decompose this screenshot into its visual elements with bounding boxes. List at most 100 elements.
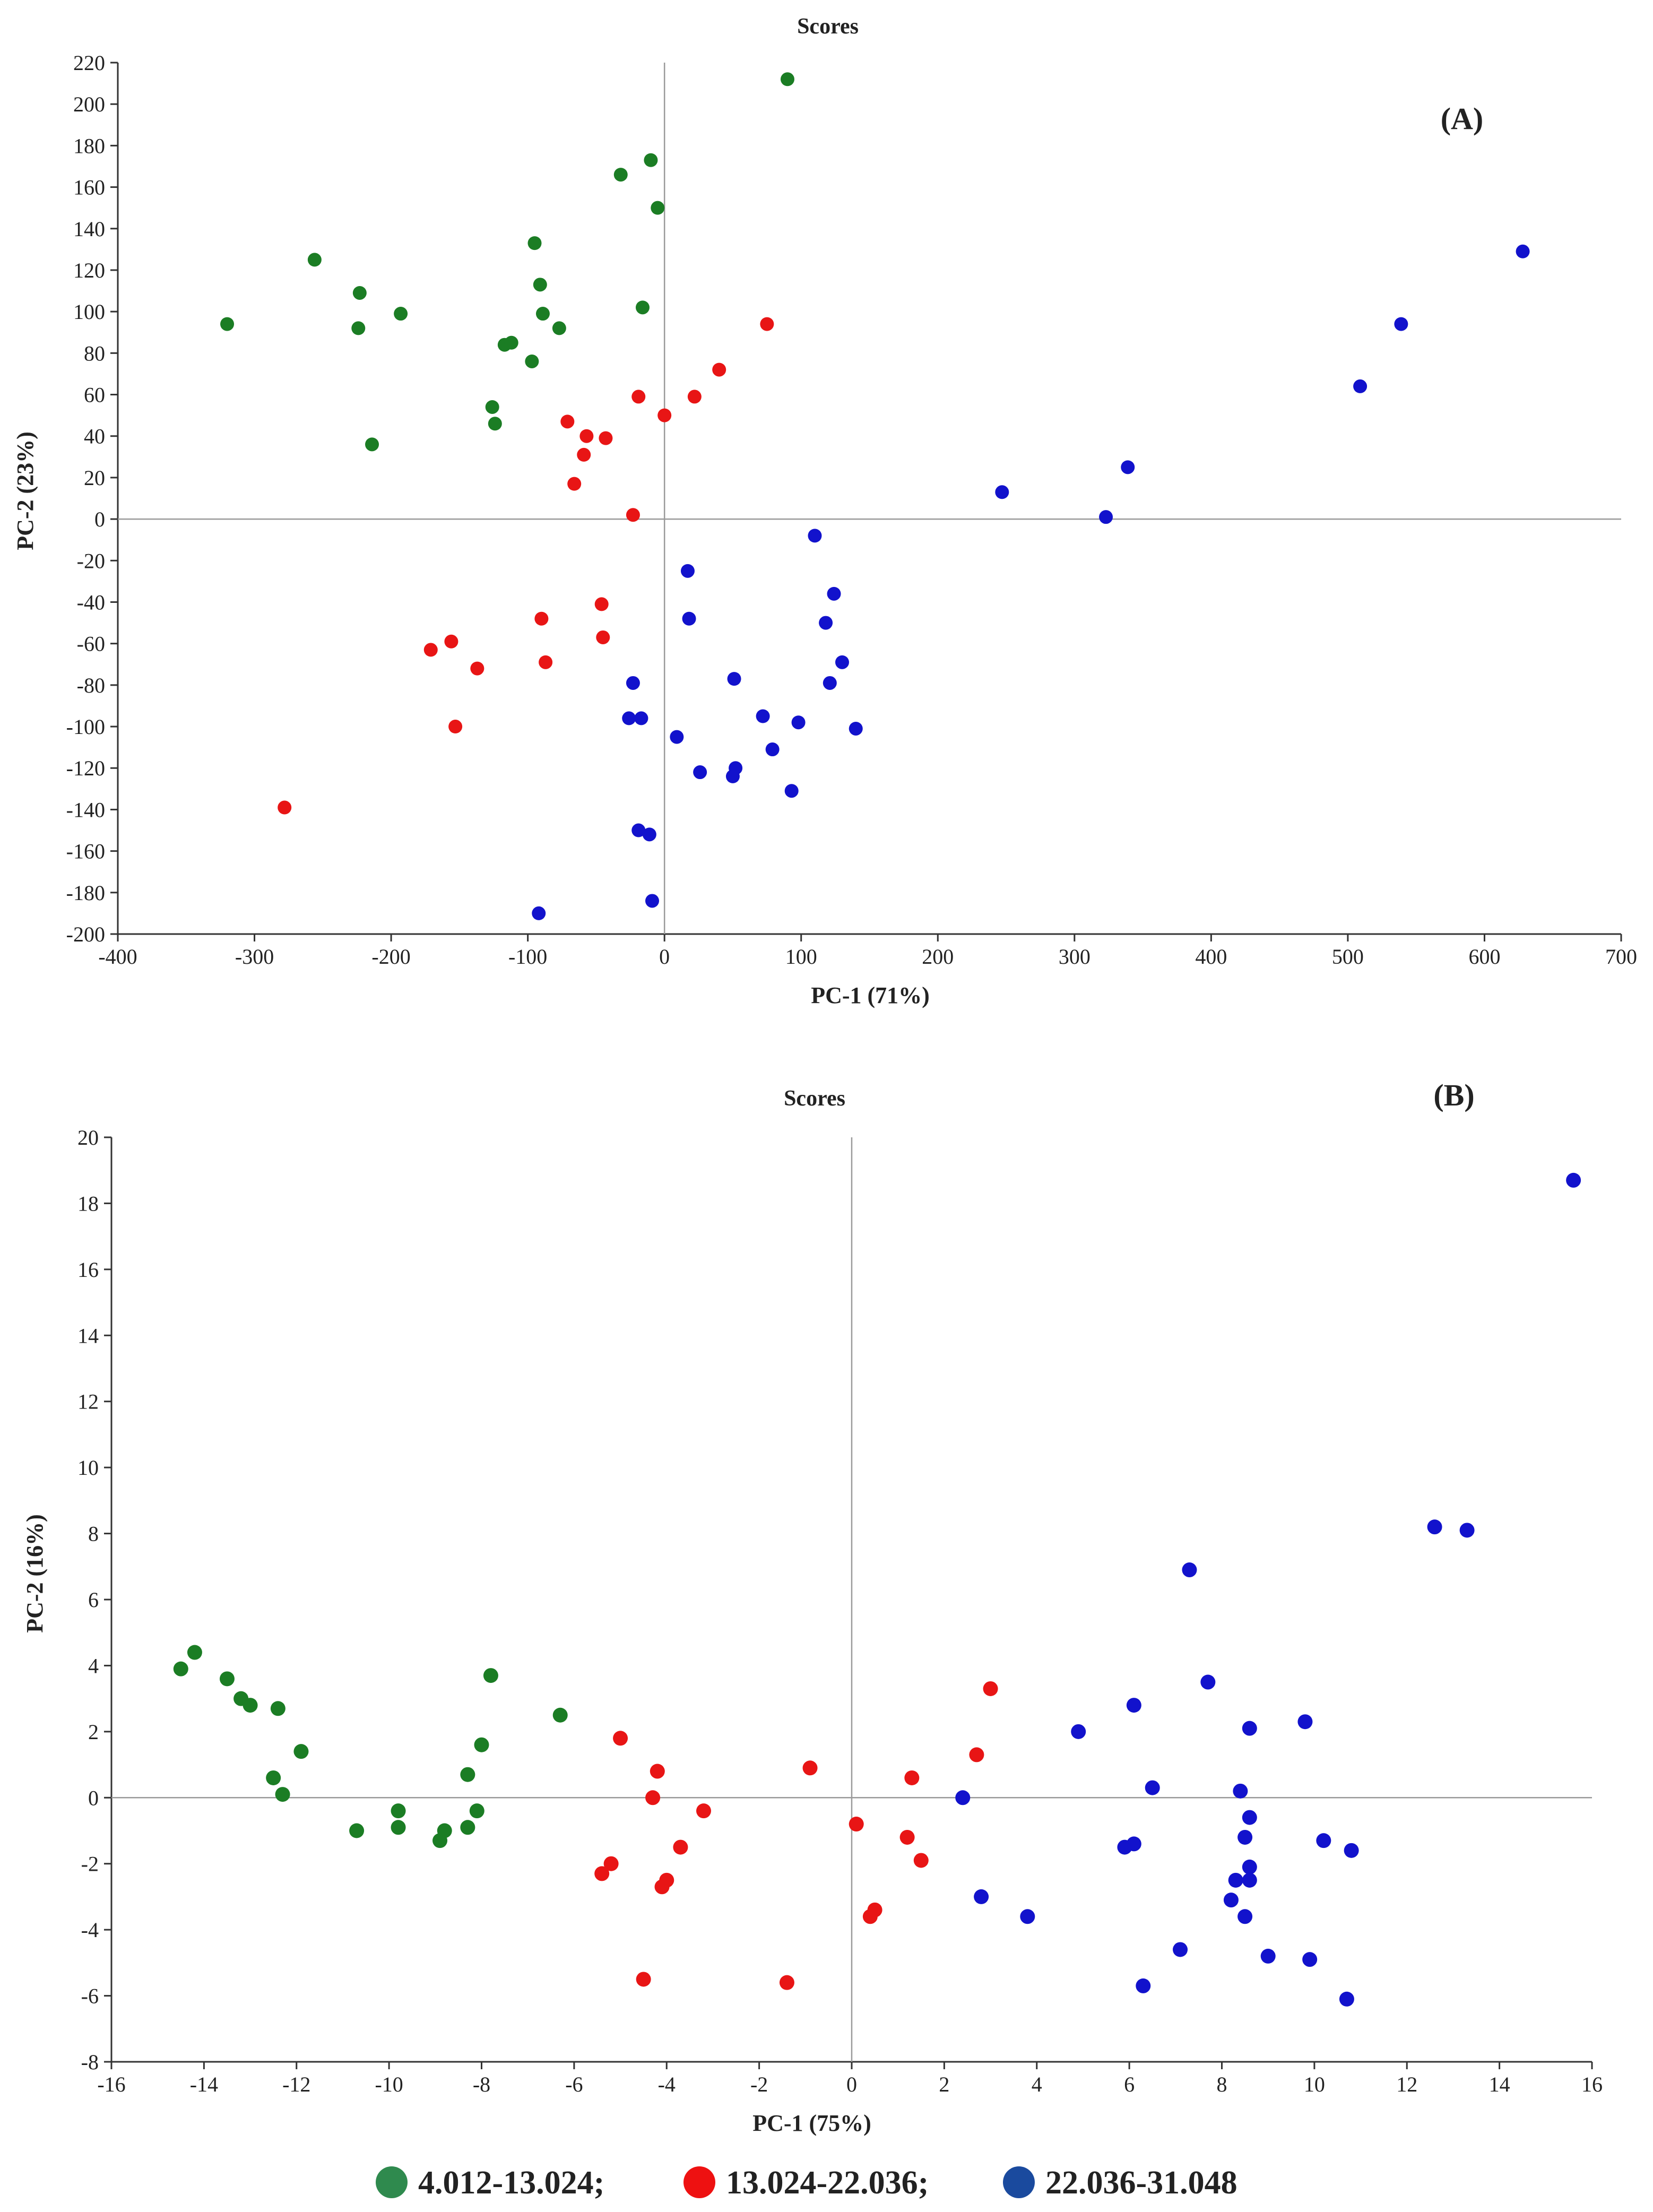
- x-tick-label: -4: [658, 2072, 676, 2096]
- data-point: [680, 564, 695, 578]
- data-point: [1071, 1724, 1086, 1739]
- data-point: [579, 429, 594, 443]
- y-tick-label: 10: [77, 1456, 99, 1480]
- data-point: [1459, 1523, 1475, 1538]
- data-point: [1316, 1833, 1331, 1848]
- y-tick-label: 120: [73, 258, 105, 282]
- data-point: [827, 586, 841, 601]
- data-point: [460, 1767, 475, 1782]
- y-tick-label: 20: [77, 1126, 99, 1150]
- data-point: [525, 354, 539, 368]
- y-tick-label: 100: [73, 300, 105, 324]
- x-axis-label: PC-1 (75%): [752, 2110, 871, 2136]
- data-point: [1297, 1714, 1313, 1730]
- data-point: [567, 477, 582, 491]
- data-point: [644, 153, 658, 167]
- data-point: [504, 335, 518, 350]
- x-tick-label: 200: [922, 945, 954, 969]
- data-point: [974, 1889, 989, 1904]
- data-point: [760, 317, 774, 331]
- data-point: [552, 321, 566, 335]
- data-point: [278, 800, 292, 815]
- data-point: [995, 485, 1009, 499]
- data-point: [1020, 1909, 1035, 1924]
- data-point: [904, 1770, 920, 1785]
- y-tick-label: 200: [73, 92, 105, 116]
- data-point: [391, 1803, 406, 1819]
- data-point: [460, 1820, 475, 1835]
- y-tick-label: -2: [81, 1852, 99, 1876]
- data-point: [765, 742, 780, 757]
- chart-title: Scores: [797, 14, 859, 39]
- data-point: [791, 715, 806, 730]
- x-tick-label: 2: [939, 2072, 949, 2096]
- data-point: [650, 1764, 665, 1779]
- data-point: [635, 300, 650, 315]
- x-tick-label: 400: [1195, 945, 1227, 969]
- y-tick-label: 4: [88, 1654, 99, 1678]
- y-tick-label: -180: [66, 881, 105, 905]
- x-tick-label: -14: [190, 2072, 218, 2096]
- chart-title: Scores: [784, 1086, 845, 1111]
- y-tick-label: 8: [88, 1522, 99, 1546]
- data-point: [243, 1698, 258, 1713]
- x-tick-label: -100: [508, 945, 547, 969]
- data-point: [727, 672, 741, 686]
- y-tick-label: 0: [94, 507, 105, 531]
- x-tick-label: -12: [282, 2072, 310, 2096]
- data-point: [1182, 1562, 1197, 1578]
- legend-item: 22.036-31.048: [1003, 2165, 1237, 2201]
- data-point: [654, 1879, 670, 1895]
- y-tick-label: -20: [77, 549, 105, 573]
- data-point: [780, 72, 794, 87]
- y-axis-label: PC-2 (23%): [12, 431, 38, 550]
- data-point: [1339, 1991, 1354, 2007]
- data-point: [469, 1803, 484, 1819]
- legend-marker-icon: [1003, 2166, 1035, 2198]
- data-point: [955, 1790, 971, 1805]
- data-point: [657, 408, 672, 422]
- data-point: [1394, 317, 1408, 331]
- y-tick-label: 80: [84, 341, 105, 365]
- data-point: [779, 1975, 794, 1990]
- x-tick-label: 4: [1032, 2072, 1042, 2096]
- scatter-panel-b: Scores (B) -16 -14 -12 -10 -8 -6 -4 -2 0 2 4 6 8 10 12…: [22, 1078, 1603, 2136]
- data-point: [613, 1731, 628, 1746]
- panel-label: (A): [1441, 101, 1484, 136]
- y-tick-label: -160: [66, 840, 105, 863]
- data-point: [187, 1645, 202, 1660]
- data-point: [626, 676, 640, 690]
- data-point: [1237, 1909, 1253, 1924]
- x-tick-label: 0: [659, 945, 670, 969]
- data-point: [670, 730, 684, 744]
- x-tick-label: -8: [473, 2072, 490, 2096]
- data-point: [577, 447, 591, 462]
- x-tick-label: 14: [1489, 2072, 1510, 2096]
- x-tick-label: 300: [1059, 945, 1091, 969]
- data-point: [1516, 244, 1530, 258]
- data-point: [862, 1909, 878, 1924]
- data-point: [1242, 1810, 1257, 1825]
- data-point: [1121, 460, 1135, 474]
- data-point: [534, 611, 549, 626]
- data-point: [485, 400, 499, 414]
- y-tick-label: 140: [73, 217, 105, 241]
- legend-item: 4.012-13.024;: [376, 2165, 604, 2201]
- data-point: [275, 1787, 290, 1802]
- data-point: [756, 709, 770, 723]
- x-tick-label: 10: [1304, 2072, 1325, 2096]
- y-tick-label: 12: [77, 1390, 99, 1414]
- data-point: [488, 417, 502, 431]
- data-point: [266, 1770, 281, 1785]
- data-point: [819, 616, 833, 630]
- data-point: [596, 630, 610, 644]
- y-axis-label: PC-2 (16%): [22, 1514, 48, 1633]
- x-axis-label: PC-1 (71%): [811, 982, 930, 1008]
- y-tick-label: -6: [81, 1984, 99, 2008]
- x-tick-label: 16: [1581, 2072, 1603, 2096]
- data-point: [1117, 1839, 1132, 1855]
- y-tick-label: 16: [77, 1258, 99, 1282]
- data-point: [969, 1747, 984, 1762]
- data-point: [535, 307, 550, 321]
- data-point: [391, 1820, 406, 1835]
